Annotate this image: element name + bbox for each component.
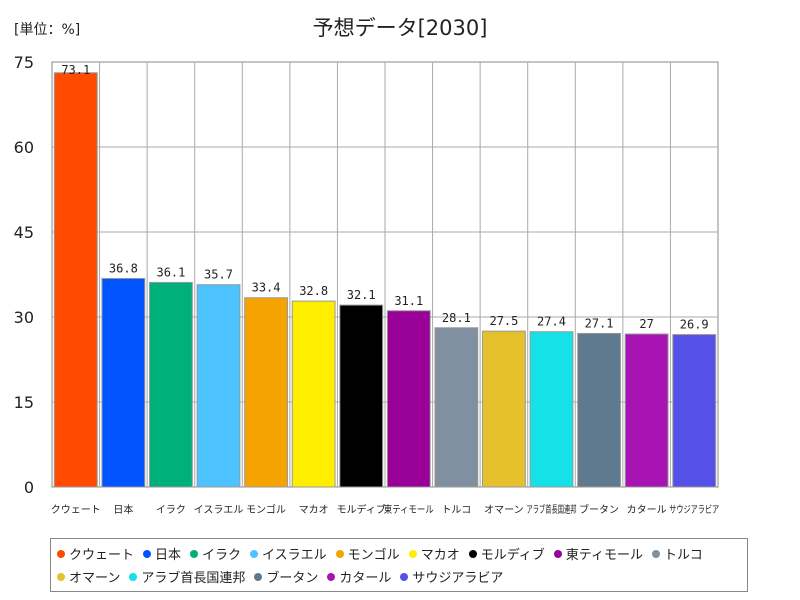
legend-swatch: [190, 549, 199, 558]
x-tick-label: 日本: [113, 503, 133, 516]
legend-swatch: [129, 572, 138, 581]
x-tick-label: カタール: [627, 504, 667, 516]
legend-swatch: [408, 549, 417, 558]
legend-label: 日本: [155, 548, 182, 563]
legend-label: アラブ首長国連邦: [141, 571, 246, 586]
legend-item: マカオ: [408, 542, 460, 565]
x-tick-label: サウジアラビア: [669, 504, 719, 516]
data-label: 32.8: [299, 284, 328, 298]
bar: [529, 331, 574, 488]
data-label: 27.5: [489, 314, 518, 328]
legend-item: トルコ: [652, 542, 703, 565]
data-label: 33.4: [252, 281, 281, 295]
legend-swatch: [57, 549, 65, 558]
legend-item: モンゴル: [335, 542, 400, 565]
x-tick-label: イスラエル: [194, 504, 244, 516]
legend-label: クウェート: [69, 548, 135, 563]
x-tick-label: モルディブ: [337, 503, 386, 516]
legend-label: オマーン: [69, 571, 121, 586]
y-tick-label: 60: [14, 138, 34, 157]
bar: [101, 277, 146, 488]
bar: [291, 300, 336, 488]
bar: [672, 334, 717, 488]
legend-label: ブータン: [266, 571, 319, 586]
legend-swatch: [335, 549, 344, 558]
y-tick-label: 75: [14, 53, 34, 72]
x-tick-label: 東ティモール: [384, 503, 434, 516]
bar: [244, 297, 288, 488]
legend-label: カタール: [339, 571, 392, 586]
legend-item: ブータン: [254, 565, 318, 588]
bars: [53, 72, 717, 488]
data-label: 31.1: [394, 294, 423, 308]
chart-title: 予想データ[2030]: [313, 16, 488, 40]
unit-label: [単位：%]: [14, 22, 80, 38]
x-tick-label: モンゴル: [246, 503, 286, 516]
legend-label: 東ティモール: [565, 548, 644, 563]
data-label: 36.8: [109, 261, 138, 275]
legend-item: オマーン: [57, 565, 120, 588]
bar: [53, 72, 98, 488]
data-label: 36.1: [156, 265, 185, 279]
legend-label: サウジアラビア: [412, 571, 504, 586]
y-tick-label: 30: [14, 308, 34, 327]
data-label: 73.1: [61, 63, 90, 77]
legend-label: マカオ: [420, 548, 460, 563]
data-label: 27.4: [537, 315, 566, 329]
legend-swatch: [468, 549, 477, 558]
legend-swatch: [143, 549, 152, 558]
legend-label: イスラエル: [262, 548, 327, 563]
legend-swatch: [57, 572, 65, 581]
bar: [196, 284, 241, 488]
legend-label: モンゴル: [347, 548, 400, 563]
data-labels: 73.1 36.8 36.1 35.7 33.4 32.8 32.1 31.1 28.1 27.5…: [61, 63, 708, 332]
legend-swatch: [250, 549, 259, 558]
bar: [482, 330, 526, 488]
bar: [339, 304, 384, 488]
data-label: 28.1: [442, 311, 471, 325]
legend-swatch: [327, 572, 336, 581]
x-tick-label: ブータン: [579, 503, 619, 516]
bar: [434, 327, 479, 488]
bar: [577, 332, 621, 488]
legend-item: 東ティモール: [553, 542, 644, 565]
legend-swatch: [400, 572, 409, 581]
bar: [624, 333, 669, 488]
x-tick-label: イラク: [156, 504, 186, 516]
legend-item: 日本: [143, 542, 181, 565]
chart-legend: クウェート 日本 イラク イスラエル モンゴル マカオ モルディブ 東ティモール トルコオマーン…: [50, 538, 748, 592]
data-label: 27: [639, 317, 653, 331]
bar: [149, 281, 193, 488]
legend-item: クウェート: [57, 542, 134, 565]
x-tick-label: トルコ: [441, 505, 471, 516]
y-tick-label: 45: [14, 223, 34, 242]
y-tick-label: 15: [14, 393, 34, 412]
legend-item: モルディブ: [468, 542, 545, 565]
x-tick-label: マカオ: [299, 504, 329, 516]
legend-item: カタール: [327, 565, 391, 588]
legend-label: イラク: [202, 548, 242, 563]
x-tick-label: クウェート: [51, 504, 101, 516]
x-tick-label: アラブ首長国連邦: [527, 503, 577, 516]
legend-swatch: [553, 549, 562, 558]
y-tick-label: 0: [24, 478, 34, 497]
bar: [386, 310, 431, 488]
legend-item: イスラエル: [250, 542, 327, 565]
data-label: 35.7: [204, 268, 233, 282]
legend-swatch: [254, 572, 263, 581]
legend-item: イラク: [190, 542, 241, 565]
y-axis-ticks: 0 15 30 45 60 75: [14, 53, 34, 497]
data-label: 26.9: [680, 318, 709, 332]
legend-label: トルコ: [664, 548, 703, 563]
legend-swatch: [652, 549, 661, 558]
legend-label: モルディブ: [480, 548, 545, 563]
x-tick-label: オマーン: [484, 504, 524, 516]
data-label: 27.1: [585, 316, 614, 330]
data-label: 32.1: [347, 288, 376, 302]
legend-item: サウジアラビア: [400, 565, 503, 588]
legend-item: アラブ首長国連邦: [129, 565, 245, 588]
